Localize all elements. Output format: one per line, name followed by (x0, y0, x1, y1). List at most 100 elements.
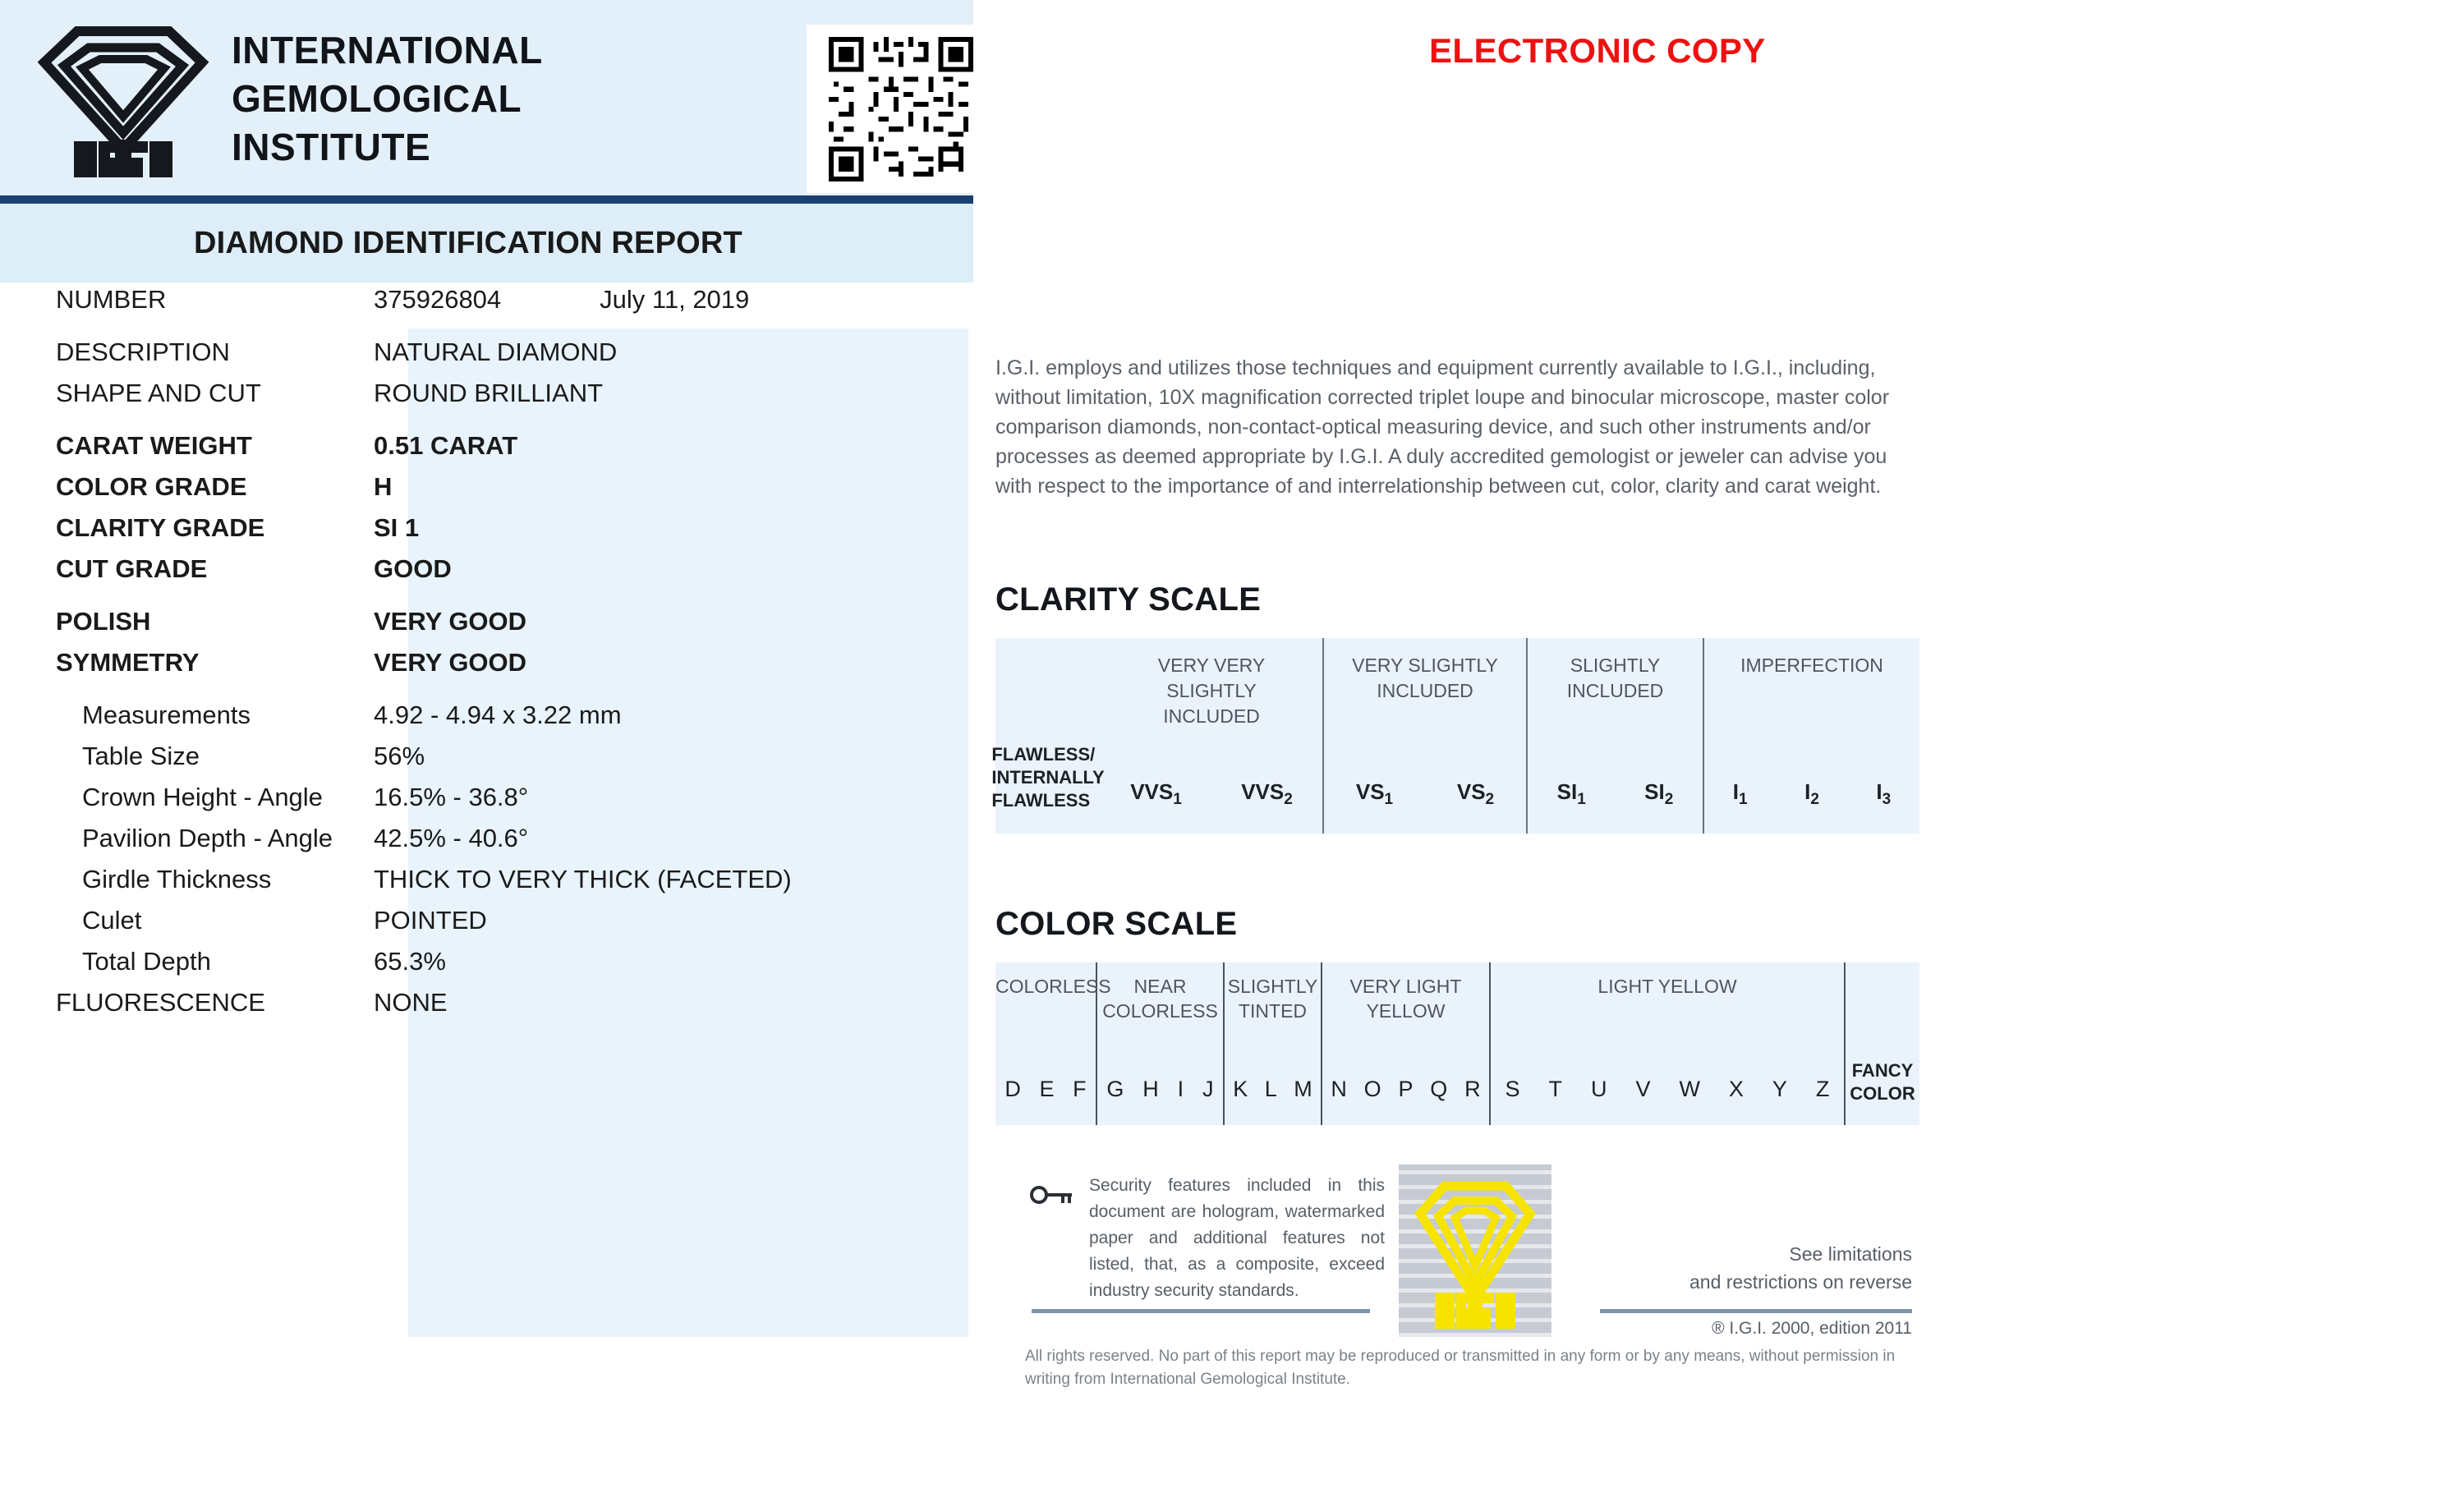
spec-value: NONE (374, 988, 448, 1017)
color-group: COLORLESS D E F (995, 962, 1111, 1125)
key-icon (1030, 1186, 1072, 1204)
color-letter: F (1073, 1077, 1087, 1101)
color-letter: R (1464, 1077, 1481, 1101)
fancy-color-label: FANCY COLOR (1850, 1060, 1915, 1104)
color-letter: Z (1815, 1077, 1830, 1101)
clarity-group-title: VERY SLIGHTLY INCLUDED (1352, 655, 1498, 701)
spec-value: H (374, 472, 393, 501)
spec-label: Total Depth (82, 947, 211, 976)
hologram-watermark (1399, 1164, 1551, 1337)
color-scale-table: COLORLESS D E F NEAR COLORLESS G H I J SLIGHTLY TIN… (995, 962, 1919, 1125)
qr-code-panel[interactable] (807, 25, 995, 193)
color-letter: U (1590, 1077, 1607, 1101)
copyright-line: ® I.G.I. 2000, edition 2011 (1712, 1319, 1912, 1338)
color-letter: P (1398, 1077, 1414, 1101)
color-letter: H (1142, 1077, 1159, 1101)
spec-row: NUMBER 375926804 July 11, 2019 (0, 279, 973, 320)
reverse-divider (1600, 1309, 1912, 1313)
spec-label: Pavilion Depth - Angle (82, 824, 333, 852)
clarity-grade: I1 (1732, 779, 1748, 808)
brand-wordmark: INTERNATIONAL GEMOLOGICAL INSTITUTE (232, 26, 807, 172)
color-letter: D (1004, 1077, 1021, 1101)
spec-label: Culet (82, 906, 142, 935)
clarity-grade: SI2 (1644, 779, 1674, 808)
spec-value: 4.92 - 4.94 x 3.22 mm (374, 700, 622, 729)
spec-value: SI 1 (374, 513, 420, 542)
values-highlight-panel (408, 328, 968, 1337)
clarity-grade: I3 (1876, 779, 1892, 808)
clarity-grade: VS2 (1456, 779, 1495, 808)
spec-value: VERY GOOD (374, 648, 527, 677)
security-footer: Security features included in this docum… (1025, 1164, 1912, 1370)
clarity-grade: SI1 (1556, 779, 1586, 808)
spec-value: NATURAL DIAMOND (374, 338, 618, 366)
color-group: LIGHT YELLOW S T U V W X Y Z (1489, 962, 1844, 1125)
color-scale-heading: COLOR SCALE (995, 906, 1238, 942)
clarity-scale-table: FLAWLESS/INTERNALLY FLAWLESS VERY VERY SLI… (991, 638, 1919, 834)
clarity-group-title: VERY VERY SLIGHTLY INCLUDED (1157, 655, 1266, 727)
color-letter-row: S T U V W X Y Z (1491, 1077, 1844, 1102)
spec-value: 42.5% - 40.6° (374, 824, 529, 852)
spec-row: Culet POINTED (0, 900, 973, 941)
color-letter: X (1728, 1077, 1744, 1101)
all-rights-reserved-text: All rights reserved. No part of this rep… (1025, 1348, 1896, 1388)
clarity-grade: I2 (1804, 779, 1819, 808)
color-letter: S (1505, 1077, 1520, 1101)
spec-row: Total Depth 65.3% (0, 941, 973, 982)
spec-row: FLUORESCENCE NONE (0, 982, 973, 1023)
clarity-grade-row: VS1 VS2 (1324, 779, 1526, 809)
spec-row: SHAPE AND CUT ROUND BRILLIANT (0, 373, 973, 414)
clarity-group-flawless: FLAWLESS/INTERNALLY FLAWLESS (991, 638, 1104, 834)
clarity-group: VERY VERY SLIGHTLY INCLUDED VVS1 VVS2 (1101, 638, 1322, 834)
color-letter: G (1106, 1077, 1124, 1101)
clarity-scale-heading: CLARITY SCALE (995, 581, 1262, 618)
spec-row: COLOR GRADE H (0, 466, 973, 508)
spec-label: NUMBER (56, 285, 167, 314)
spec-row: Girdle Thickness THICK TO VERY THICK (FAC… (0, 859, 973, 900)
header-accent-rule (0, 195, 973, 204)
spec-row: CLARITY GRADE SI 1 (0, 508, 973, 549)
clarity-grade: VVS1 (1130, 779, 1182, 808)
electronic-copy-stamp: ELECTRONIC COPY (1429, 31, 1766, 70)
spec-label: COLOR GRADE (56, 472, 247, 501)
clarity-grade-row: SI1 SI2 (1528, 779, 1703, 809)
qr-code-icon[interactable] (829, 36, 973, 181)
color-letter: Y (1772, 1077, 1787, 1101)
spec-value: 56% (374, 742, 425, 770)
spec-row: CARAT WEIGHT 0.51 CARAT (0, 425, 973, 466)
clarity-group-title: SLIGHTLY INCLUDED (1566, 655, 1664, 701)
color-letter: O (1363, 1077, 1381, 1101)
clarity-group-title: IMPERFECTION (1740, 655, 1883, 676)
reverse-limitations-note: See limitations and restrictions on rever… (1689, 1243, 1912, 1293)
color-letter: Q (1430, 1077, 1448, 1101)
color-group: SLIGHTLY TINTED K L M (1223, 962, 1321, 1125)
color-group-title: VERY LIGHT YELLOW (1349, 976, 1462, 1022)
spec-value: 375926804 (374, 285, 502, 314)
spec-row: Measurements 4.92 - 4.94 x 3.22 mm (0, 695, 973, 736)
color-group-title: COLORLESS (995, 976, 1111, 997)
spec-value: 0.51 CARAT (374, 431, 518, 460)
methodology-disclaimer: I.G.I. employs and utilizes those techni… (995, 356, 1890, 498)
clarity-grade-row: I1 I2 I3 (1704, 779, 1919, 809)
spec-row: CUT GRADE GOOD (0, 549, 973, 590)
security-divider (1032, 1309, 1370, 1313)
brand-line-2: GEMOLOGICAL (232, 77, 522, 120)
diamond-spec-list: NUMBER 375926804 July 11, 2019 DESCRIPTION N… (0, 279, 973, 1023)
color-letter: T (1548, 1077, 1562, 1101)
color-group-title: NEAR COLORLESS (1102, 976, 1218, 1022)
color-letter: J (1202, 1077, 1214, 1101)
color-group-title: SLIGHTLY TINTED (1227, 976, 1318, 1022)
clarity-group: VERY SLIGHTLY INCLUDED VS1 VS2 (1322, 638, 1526, 834)
clarity-grade-row: VVS1 VVS2 (1101, 779, 1322, 809)
clarity-group: IMPERFECTION I1 I2 I3 (1703, 638, 1919, 834)
clarity-flawless-label: FLAWLESS/INTERNALLY FLAWLESS (991, 744, 1105, 811)
color-letter: E (1039, 1077, 1055, 1101)
color-group: NEAR COLORLESS G H I J (1096, 962, 1223, 1125)
color-letter: V (1635, 1077, 1651, 1101)
spec-label: Measurements (82, 700, 251, 729)
spec-value: VERY GOOD (374, 607, 527, 636)
